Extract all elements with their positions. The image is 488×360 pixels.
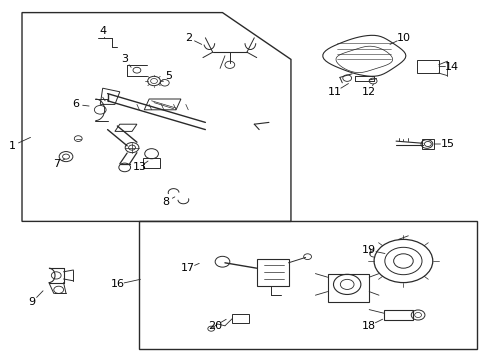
- Text: 7: 7: [53, 159, 60, 169]
- Bar: [416, 60, 438, 73]
- Bar: [232, 314, 249, 323]
- Text: 12: 12: [362, 87, 375, 97]
- Bar: [327, 274, 368, 302]
- Bar: [142, 158, 160, 168]
- Text: 14: 14: [445, 62, 458, 72]
- Text: 10: 10: [396, 33, 409, 43]
- Text: 6: 6: [72, 99, 79, 109]
- Bar: [139, 221, 476, 349]
- Text: 20: 20: [208, 321, 222, 331]
- Bar: [256, 259, 288, 286]
- Bar: [421, 139, 433, 149]
- Text: 17: 17: [181, 263, 195, 273]
- Bar: [383, 310, 412, 320]
- Text: 11: 11: [327, 87, 341, 97]
- Text: 5: 5: [165, 71, 172, 81]
- Text: 4: 4: [99, 26, 106, 36]
- Text: 9: 9: [28, 297, 35, 307]
- Text: 16: 16: [110, 279, 124, 289]
- Text: 15: 15: [440, 139, 453, 149]
- Text: 8: 8: [163, 197, 169, 207]
- Text: 13: 13: [132, 162, 146, 172]
- Text: 2: 2: [184, 33, 191, 43]
- Text: 1: 1: [9, 141, 16, 151]
- Text: 3: 3: [121, 54, 128, 64]
- Text: 19: 19: [362, 245, 375, 255]
- Text: 18: 18: [362, 321, 375, 331]
